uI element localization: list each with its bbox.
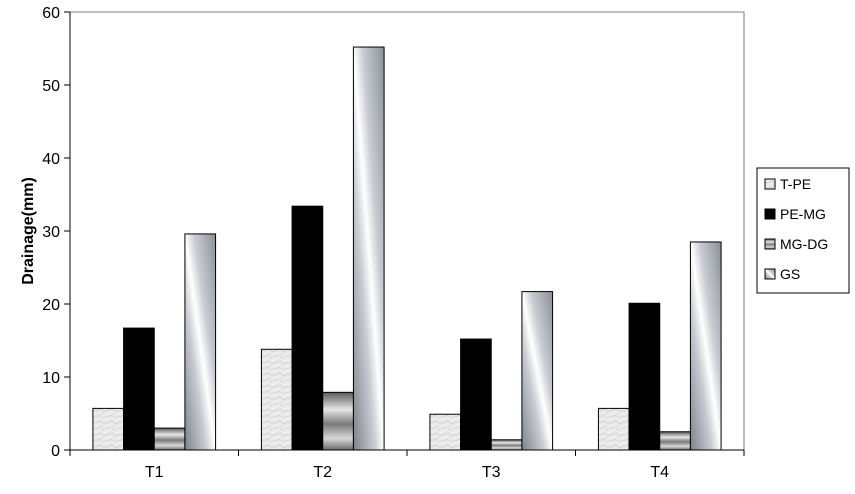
x-category-label: T3 [482, 464, 501, 481]
x-axis: T1 T2 T3 T4 [69, 449, 745, 481]
bar-pe-mg-t1 [123, 327, 155, 451]
legend-swatch [764, 268, 776, 280]
bar-gs-t2 [352, 46, 385, 451]
legend-swatch [764, 178, 776, 190]
y-tick-label: 30 [42, 224, 60, 241]
y-axis-title: Drainage(mm) [20, 177, 37, 285]
bar-mg-dg-t1 [153, 427, 186, 451]
legend: T-PE PE-MG MG-DG GS [756, 167, 850, 294]
bar-gs-t3 [521, 291, 554, 451]
bar-gs-t4 [689, 241, 722, 451]
y-tick-label: 40 [42, 151, 60, 168]
x-category-label: T2 [313, 464, 332, 481]
legend-swatch [764, 208, 776, 220]
bar-pe-mg-t4 [628, 302, 661, 451]
legend-label: GS [780, 266, 800, 282]
bar-pe-mg-t3 [460, 338, 492, 451]
y-tick-label: 20 [42, 297, 60, 314]
legend-label: PE-MG [780, 206, 826, 222]
bar-mg-dg-t2 [322, 391, 354, 451]
bar-t-pe-t1 [92, 407, 125, 451]
bar-mg-dg-t4 [659, 431, 691, 451]
bars [92, 46, 722, 451]
y-axis: 0 10 20 30 40 50 60 [42, 5, 71, 460]
y-tick-label: 0 [51, 443, 60, 460]
y-tick-label: 10 [42, 370, 60, 387]
legend-label: MG-DG [780, 236, 828, 252]
y-tick-label: 60 [42, 5, 60, 22]
bar-t-pe-t3 [429, 413, 462, 451]
y-tick-label: 50 [42, 78, 60, 95]
x-category-label: T1 [145, 464, 164, 481]
bar-gs-t1 [184, 233, 217, 451]
bar-t-pe-t2 [260, 348, 293, 451]
bar-t-pe-t4 [597, 407, 630, 451]
bar-pe-mg-t2 [291, 205, 324, 451]
x-category-label: T4 [650, 464, 669, 481]
legend-swatch [764, 238, 776, 250]
legend-label: T-PE [780, 176, 811, 192]
bar-mg-dg-t3 [490, 439, 523, 451]
